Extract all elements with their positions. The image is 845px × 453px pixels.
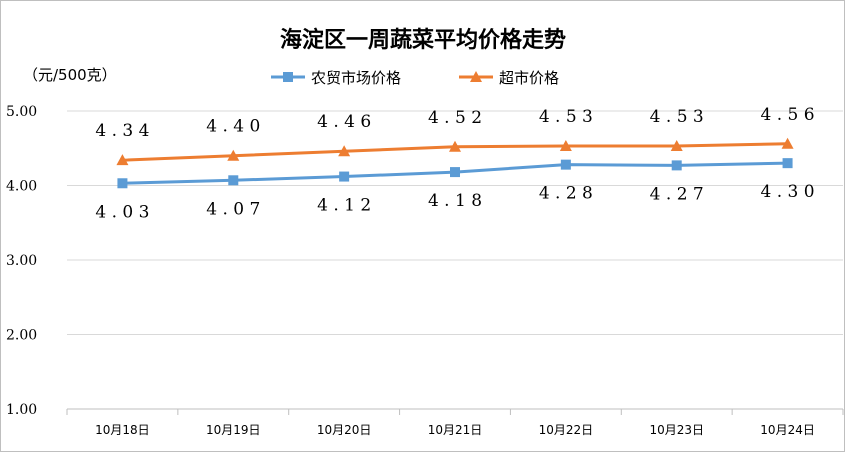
data-label: 4 . 2 8	[539, 184, 593, 204]
data-point	[450, 167, 460, 178]
x-tick-label: 10月24日	[760, 423, 815, 437]
data-label: 4 . 3 4	[95, 121, 149, 141]
data-labels: 4 . 0 3 4 . 0 7 4 . 1 2 4 . 1 8 4 . 2 8 4 . 2…	[95, 105, 814, 222]
data-point	[670, 140, 683, 152]
data-point	[339, 171, 350, 182]
data-label: 4 . 0 7	[206, 199, 260, 219]
legend-marker	[470, 71, 482, 82]
data-point	[227, 149, 240, 161]
x-tick-label: 10月19日	[206, 423, 261, 437]
data-point	[228, 175, 239, 186]
legend: 农贸市场价格 超市价格	[271, 69, 559, 87]
legend-marker	[283, 72, 293, 82]
data-point	[449, 140, 461, 152]
x-tick-label: 10月18日	[95, 423, 150, 437]
series-layer	[116, 137, 794, 189]
gridlines	[67, 110, 843, 335]
data-point	[671, 160, 682, 171]
data-label: 4 . 4 0	[206, 117, 260, 137]
data-label: 4 . 1 8	[428, 191, 482, 211]
y-tick-label: 5.00	[6, 104, 37, 120]
x-tick-label: 10月23日	[649, 423, 704, 437]
x-tick-label: 10月21日	[428, 423, 483, 437]
data-label: 4 . 5 2	[428, 108, 482, 128]
data-point	[781, 137, 794, 149]
data-point	[782, 158, 793, 169]
y-tick-label: 3.00	[6, 253, 37, 269]
axes: 1.00 2.00 3.00 4.00 5.00 10月18日 10月19日 10月20日 10…	[6, 104, 844, 437]
data-label: 4 . 3 0	[761, 182, 815, 202]
x-tick-label: 10月20日	[317, 423, 372, 437]
data-point	[559, 140, 572, 152]
y-axis-label: （元/500克）	[23, 66, 117, 84]
x-tick-label: 10月22日	[539, 423, 594, 437]
data-label: 4 . 5 3	[650, 107, 704, 127]
data-label: 4 . 1 2	[317, 196, 371, 216]
data-label: 4 . 0 3	[95, 202, 149, 222]
data-point	[338, 145, 351, 157]
data-point	[117, 178, 128, 189]
data-point	[560, 159, 571, 170]
data-label: 4 . 4 6	[317, 112, 371, 132]
y-tick-label: 1.00	[6, 402, 37, 418]
y-tick-label: 2.00	[6, 328, 37, 344]
data-point	[116, 154, 129, 166]
legend-label: 农贸市场价格	[311, 69, 401, 87]
y-tick-label: 4.00	[6, 179, 37, 195]
data-label: 4 . 5 6	[761, 105, 815, 125]
data-label: 4 . 2 7	[650, 184, 704, 204]
chart-title: 海淀区一周蔬菜平均价格走势	[280, 27, 566, 53]
data-label: 4 . 5 3	[539, 107, 593, 127]
legend-label: 超市价格	[499, 69, 559, 87]
